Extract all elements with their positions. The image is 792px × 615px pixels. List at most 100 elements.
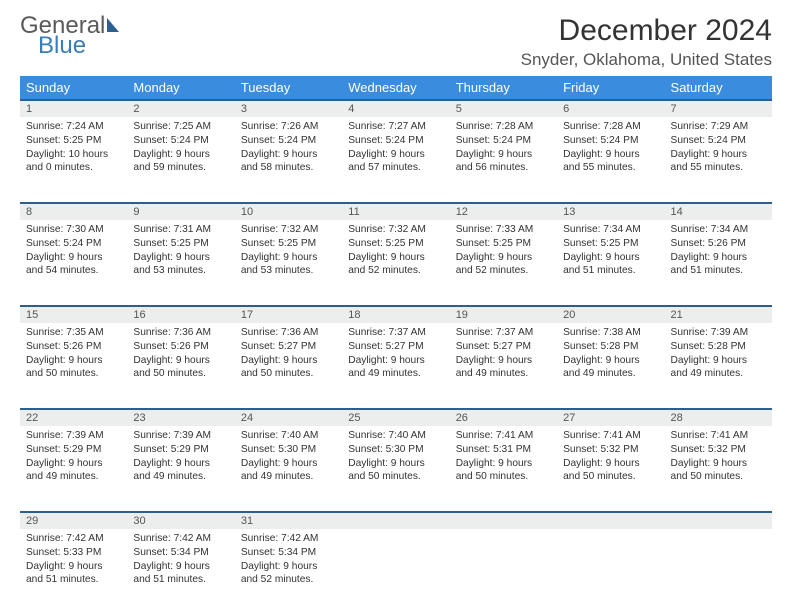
day-number-cell: 5 bbox=[450, 100, 557, 117]
sunset-text: Sunset: 5:26 PM bbox=[671, 237, 766, 251]
day-cell: Sunrise: 7:40 AMSunset: 5:30 PMDaylight:… bbox=[342, 426, 449, 512]
daylight-text: Daylight: 9 hours and 54 minutes. bbox=[26, 251, 121, 279]
sunrise-text: Sunrise: 7:39 AM bbox=[133, 429, 228, 443]
daylight-text: Daylight: 9 hours and 59 minutes. bbox=[133, 148, 228, 176]
day-number-cell: 28 bbox=[665, 409, 772, 426]
day-cell: Sunrise: 7:37 AMSunset: 5:27 PMDaylight:… bbox=[342, 323, 449, 409]
daylight-text: Daylight: 9 hours and 50 minutes. bbox=[26, 354, 121, 382]
daylight-text: Daylight: 9 hours and 49 minutes. bbox=[563, 354, 658, 382]
day-cell: Sunrise: 7:31 AMSunset: 5:25 PMDaylight:… bbox=[127, 220, 234, 306]
daylight-text: Daylight: 9 hours and 49 minutes. bbox=[26, 457, 121, 485]
day-cell: Sunrise: 7:28 AMSunset: 5:24 PMDaylight:… bbox=[450, 117, 557, 203]
daylight-text: Daylight: 9 hours and 58 minutes. bbox=[241, 148, 336, 176]
daylight-text: Daylight: 9 hours and 52 minutes. bbox=[241, 560, 336, 588]
sunset-text: Sunset: 5:24 PM bbox=[241, 134, 336, 148]
day-cell: Sunrise: 7:41 AMSunset: 5:32 PMDaylight:… bbox=[665, 426, 772, 512]
daylight-text: Daylight: 9 hours and 49 minutes. bbox=[241, 457, 336, 485]
daylight-text: Daylight: 9 hours and 55 minutes. bbox=[671, 148, 766, 176]
sunrise-text: Sunrise: 7:37 AM bbox=[456, 326, 551, 340]
logo: General Blue bbox=[20, 14, 119, 58]
sunset-text: Sunset: 5:26 PM bbox=[26, 340, 121, 354]
sunset-text: Sunset: 5:25 PM bbox=[133, 237, 228, 251]
day-cell: Sunrise: 7:28 AMSunset: 5:24 PMDaylight:… bbox=[557, 117, 664, 203]
sunset-text: Sunset: 5:30 PM bbox=[348, 443, 443, 457]
sunrise-text: Sunrise: 7:39 AM bbox=[26, 429, 121, 443]
day-cell bbox=[342, 529, 449, 615]
sunrise-text: Sunrise: 7:29 AM bbox=[671, 120, 766, 134]
daylight-text: Daylight: 9 hours and 49 minutes. bbox=[133, 457, 228, 485]
sunrise-text: Sunrise: 7:33 AM bbox=[456, 223, 551, 237]
daylight-text: Daylight: 9 hours and 51 minutes. bbox=[671, 251, 766, 279]
sunrise-text: Sunrise: 7:31 AM bbox=[133, 223, 228, 237]
sunset-text: Sunset: 5:25 PM bbox=[563, 237, 658, 251]
day-cell: Sunrise: 7:29 AMSunset: 5:24 PMDaylight:… bbox=[665, 117, 772, 203]
sunset-text: Sunset: 5:26 PM bbox=[133, 340, 228, 354]
day-cell: Sunrise: 7:33 AMSunset: 5:25 PMDaylight:… bbox=[450, 220, 557, 306]
sunrise-text: Sunrise: 7:28 AM bbox=[563, 120, 658, 134]
sunset-text: Sunset: 5:33 PM bbox=[26, 546, 121, 560]
sunrise-text: Sunrise: 7:32 AM bbox=[348, 223, 443, 237]
sunrise-text: Sunrise: 7:35 AM bbox=[26, 326, 121, 340]
day-number-cell: 6 bbox=[557, 100, 664, 117]
day-header: Wednesday bbox=[342, 76, 449, 100]
daylight-text: Daylight: 9 hours and 49 minutes. bbox=[671, 354, 766, 382]
week-daynum-row: 15161718192021 bbox=[20, 306, 772, 323]
sunset-text: Sunset: 5:31 PM bbox=[456, 443, 551, 457]
sunset-text: Sunset: 5:25 PM bbox=[348, 237, 443, 251]
sunrise-text: Sunrise: 7:42 AM bbox=[241, 532, 336, 546]
week-daynum-row: 293031 bbox=[20, 512, 772, 529]
sunrise-text: Sunrise: 7:39 AM bbox=[671, 326, 766, 340]
sunset-text: Sunset: 5:24 PM bbox=[563, 134, 658, 148]
sunset-text: Sunset: 5:29 PM bbox=[26, 443, 121, 457]
day-cell: Sunrise: 7:39 AMSunset: 5:29 PMDaylight:… bbox=[20, 426, 127, 512]
location-label: Snyder, Oklahoma, United States bbox=[521, 50, 772, 70]
day-cell: Sunrise: 7:36 AMSunset: 5:27 PMDaylight:… bbox=[235, 323, 342, 409]
day-number-cell: 18 bbox=[342, 306, 449, 323]
daylight-text: Daylight: 9 hours and 51 minutes. bbox=[563, 251, 658, 279]
sunset-text: Sunset: 5:28 PM bbox=[563, 340, 658, 354]
sunset-text: Sunset: 5:32 PM bbox=[671, 443, 766, 457]
week-content-row: Sunrise: 7:30 AMSunset: 5:24 PMDaylight:… bbox=[20, 220, 772, 306]
sunset-text: Sunset: 5:28 PM bbox=[671, 340, 766, 354]
day-number-cell: 17 bbox=[235, 306, 342, 323]
day-cell: Sunrise: 7:42 AMSunset: 5:34 PMDaylight:… bbox=[127, 529, 234, 615]
day-cell: Sunrise: 7:34 AMSunset: 5:26 PMDaylight:… bbox=[665, 220, 772, 306]
day-cell bbox=[450, 529, 557, 615]
day-cell: Sunrise: 7:32 AMSunset: 5:25 PMDaylight:… bbox=[235, 220, 342, 306]
month-title: December 2024 bbox=[521, 14, 772, 48]
sunset-text: Sunset: 5:24 PM bbox=[348, 134, 443, 148]
day-number-cell: 13 bbox=[557, 203, 664, 220]
day-number-cell bbox=[557, 512, 664, 529]
daylight-text: Daylight: 9 hours and 51 minutes. bbox=[26, 560, 121, 588]
day-number-cell: 9 bbox=[127, 203, 234, 220]
day-number-cell: 31 bbox=[235, 512, 342, 529]
sunrise-text: Sunrise: 7:38 AM bbox=[563, 326, 658, 340]
day-header: Saturday bbox=[665, 76, 772, 100]
sunrise-text: Sunrise: 7:25 AM bbox=[133, 120, 228, 134]
week-content-row: Sunrise: 7:39 AMSunset: 5:29 PMDaylight:… bbox=[20, 426, 772, 512]
day-cell: Sunrise: 7:42 AMSunset: 5:33 PMDaylight:… bbox=[20, 529, 127, 615]
day-cell: Sunrise: 7:39 AMSunset: 5:29 PMDaylight:… bbox=[127, 426, 234, 512]
sunset-text: Sunset: 5:32 PM bbox=[563, 443, 658, 457]
sunrise-text: Sunrise: 7:37 AM bbox=[348, 326, 443, 340]
header: General Blue December 2024 Snyder, Oklah… bbox=[20, 14, 772, 70]
day-number-cell: 7 bbox=[665, 100, 772, 117]
daylight-text: Daylight: 10 hours and 0 minutes. bbox=[26, 148, 121, 176]
day-number-cell: 19 bbox=[450, 306, 557, 323]
sunrise-text: Sunrise: 7:41 AM bbox=[671, 429, 766, 443]
sunrise-text: Sunrise: 7:30 AM bbox=[26, 223, 121, 237]
day-header-row: SundayMondayTuesdayWednesdayThursdayFrid… bbox=[20, 76, 772, 100]
day-number-cell: 10 bbox=[235, 203, 342, 220]
day-cell: Sunrise: 7:42 AMSunset: 5:34 PMDaylight:… bbox=[235, 529, 342, 615]
daylight-text: Daylight: 9 hours and 52 minutes. bbox=[348, 251, 443, 279]
daylight-text: Daylight: 9 hours and 50 minutes. bbox=[456, 457, 551, 485]
day-number-cell bbox=[665, 512, 772, 529]
daylight-text: Daylight: 9 hours and 56 minutes. bbox=[456, 148, 551, 176]
day-cell: Sunrise: 7:24 AMSunset: 5:25 PMDaylight:… bbox=[20, 117, 127, 203]
sunrise-text: Sunrise: 7:34 AM bbox=[563, 223, 658, 237]
day-cell: Sunrise: 7:27 AMSunset: 5:24 PMDaylight:… bbox=[342, 117, 449, 203]
day-number-cell: 4 bbox=[342, 100, 449, 117]
week-daynum-row: 22232425262728 bbox=[20, 409, 772, 426]
day-header: Monday bbox=[127, 76, 234, 100]
sunset-text: Sunset: 5:30 PM bbox=[241, 443, 336, 457]
